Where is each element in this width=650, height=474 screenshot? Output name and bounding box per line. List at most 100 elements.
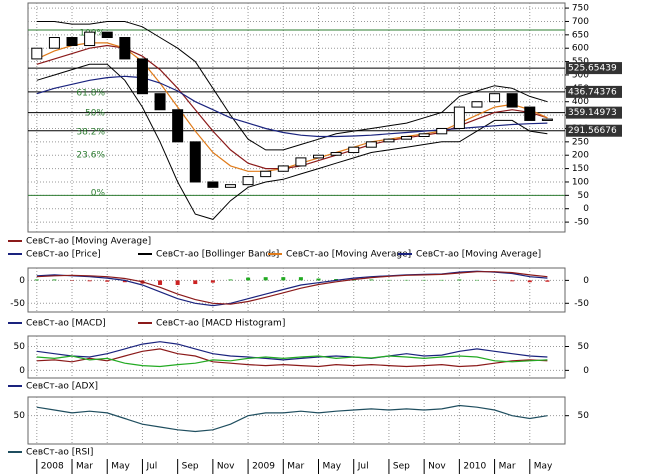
histogram-bar [545, 280, 550, 282]
y-tick-label: 50 [14, 342, 26, 352]
x-tick-label: Nov [428, 462, 446, 472]
histogram-bar [210, 280, 215, 283]
candle [136, 58, 148, 95]
candle [242, 176, 254, 186]
candle [348, 146, 360, 154]
x-tick-label: May [323, 462, 342, 472]
candle [471, 101, 483, 108]
histogram-bar [52, 279, 57, 281]
histogram-bar [263, 277, 268, 281]
legend-label: СевСт-ао [MACD] [26, 319, 106, 329]
level-label: 525.65439 [568, 64, 617, 74]
candle [313, 154, 325, 159]
candle [207, 181, 219, 188]
legend-label: СевСт-ао [Bollinger Bands] [156, 250, 279, 260]
candle [84, 31, 96, 47]
candle [66, 37, 78, 47]
candle [48, 37, 60, 49]
histogram-bar [193, 280, 198, 285]
legend-label: СевСт-ао [ADX] [26, 382, 98, 392]
candle [383, 138, 395, 143]
y-tick-label: 250 [572, 137, 589, 147]
y-tick-label: 100 [572, 177, 589, 187]
x-tick-label: 2010 [463, 462, 486, 472]
x-tick-label: Jul [357, 462, 369, 472]
histogram-bar [298, 277, 303, 281]
y-tick-label: 750 [572, 4, 589, 14]
y-tick-label: 0 [583, 204, 589, 214]
legend-label: СевСт-ао [Moving Average] [416, 250, 541, 260]
histogram-bar [527, 280, 532, 283]
indicator-line [36, 341, 548, 361]
candle [119, 37, 131, 60]
y-tick-label: 50 [578, 342, 590, 352]
fib-label: 50% [85, 109, 105, 119]
candle [365, 141, 377, 148]
candle [418, 133, 430, 137]
candle [260, 170, 272, 178]
legend-label: СевСт-ао [Price] [26, 250, 101, 260]
legend-label: СевСт-ао [Moving Average] [286, 250, 411, 260]
histogram-bar [158, 280, 163, 285]
y-tick-label: 50 [578, 191, 590, 201]
histogram-bar [246, 277, 251, 281]
legend-label: СевСт-ао [MACD Histogram] [156, 319, 285, 329]
x-tick-label: May [534, 462, 553, 472]
y-tick-label: 50 [578, 411, 590, 421]
y-tick-label: -50 [574, 299, 589, 309]
fib-label: 23.6% [76, 151, 105, 161]
y-tick-label: 0 [19, 276, 25, 286]
histogram-bar [316, 278, 321, 281]
band-upper [36, 21, 548, 151]
candle [453, 106, 465, 129]
candle [436, 127, 448, 135]
candle [330, 152, 342, 156]
y-tick-label: 50 [14, 411, 26, 421]
x-tick-label: Mar [287, 462, 304, 472]
y-tick-label: 150 [572, 164, 589, 174]
histogram-bar [228, 279, 233, 281]
y-tick-label: 400 [572, 97, 589, 107]
indicator-line [36, 270, 548, 307]
legend-label: СевСт-ао [Moving Average] [26, 237, 151, 247]
indicator-line [36, 271, 548, 305]
y-tick-label: -50 [10, 299, 25, 309]
histogram-bar [281, 277, 286, 281]
histogram-bar [34, 279, 39, 281]
band-lower [36, 63, 548, 220]
y-tick-label: 700 [572, 17, 589, 27]
candle [541, 118, 553, 121]
legend-label: СевСт-ао [RSI] [26, 448, 93, 458]
level-box [566, 85, 622, 98]
histogram-bar [334, 279, 339, 281]
panel [27, 267, 566, 313]
fib-label: 38.2% [76, 128, 105, 138]
histogram-bar [510, 280, 515, 282]
fib-label: 61.8% [76, 89, 105, 99]
candle [489, 93, 501, 103]
x-tick-label: Mar [499, 462, 516, 472]
y-tick-label: 550 [572, 57, 589, 67]
candle [224, 184, 236, 188]
indicator-line [36, 348, 548, 368]
indicator-line [36, 355, 548, 368]
histogram-bar [457, 279, 462, 281]
panel [27, 396, 566, 445]
histogram-bar [175, 280, 180, 285]
candle [101, 31, 113, 39]
candle [401, 135, 413, 140]
panel [27, 2, 566, 233]
candle [524, 106, 536, 121]
x-tick-label: Sep [182, 462, 199, 472]
candle [31, 47, 43, 60]
y-tick-label: -50 [574, 218, 589, 228]
histogram-bar [105, 280, 110, 282]
candle [189, 141, 201, 183]
y-tick-label: 600 [572, 44, 589, 54]
y-tick-label: 500 [572, 70, 589, 80]
x-tick-label: Sep [393, 462, 410, 472]
histogram-bar [369, 279, 374, 281]
level-box [566, 106, 622, 119]
